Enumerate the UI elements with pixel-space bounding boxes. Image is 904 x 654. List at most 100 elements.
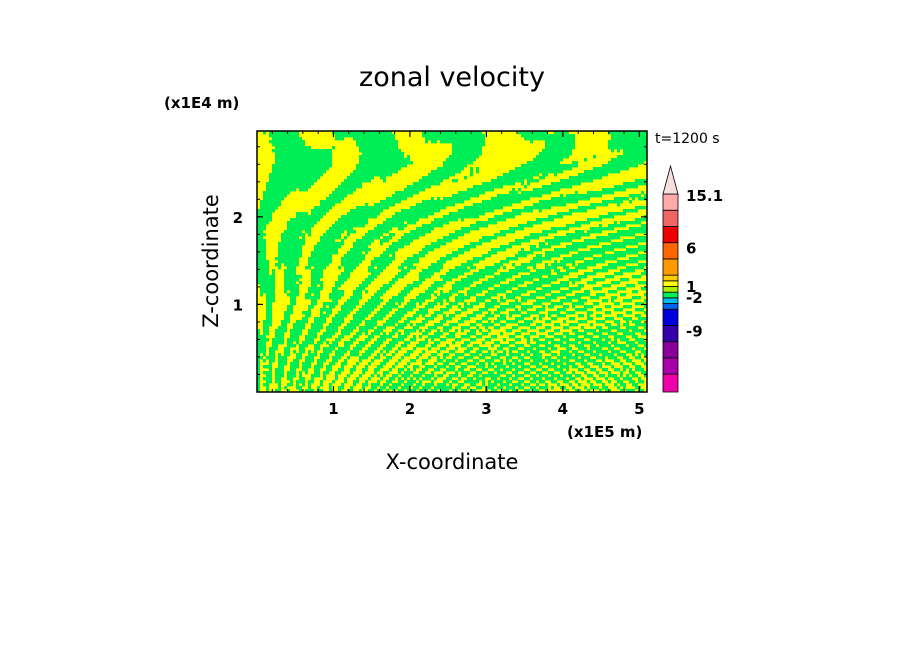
field-cell: [275, 161, 332, 165]
field-cell: [341, 383, 344, 387]
field-cell: [356, 140, 398, 144]
field-cell: [335, 374, 338, 378]
field-cell: [443, 215, 479, 219]
field-cell: [311, 278, 320, 282]
field-cell: [635, 365, 641, 369]
field-cell: [482, 341, 485, 345]
field-cell: [374, 341, 383, 345]
field-cell: [263, 371, 272, 375]
field-cell: [338, 389, 341, 393]
field-cell: [515, 254, 527, 258]
field-cell: [521, 329, 527, 333]
field-cell: [563, 332, 569, 336]
field-cell: [302, 365, 311, 369]
field-cell: [323, 233, 341, 237]
field-cell: [257, 221, 269, 225]
field-cell: [584, 239, 611, 243]
field-cell: [503, 389, 509, 393]
field-cell: [458, 209, 494, 213]
field-cell: [476, 167, 479, 171]
field-cell: [548, 371, 554, 375]
field-cell: [518, 188, 521, 192]
field-cell: [539, 176, 545, 180]
field-cell: [326, 329, 338, 333]
field-cell: [431, 371, 434, 375]
field-cell: [599, 344, 611, 348]
field-cell: [626, 389, 635, 393]
field-cell: [434, 341, 440, 345]
field-cell: [584, 329, 596, 333]
field-cell: [284, 317, 290, 321]
field-cell: [515, 167, 572, 171]
field-cell: [308, 353, 317, 357]
field-cell: [341, 182, 362, 186]
field-cell: [263, 194, 287, 198]
field-cell: [455, 338, 461, 342]
field-cell: [305, 338, 314, 342]
field-cell: [620, 347, 632, 351]
field-cell: [608, 224, 626, 228]
field-cell: [290, 368, 296, 372]
field-cell: [536, 290, 551, 294]
field-cell: [539, 314, 545, 318]
field-cell: [500, 377, 509, 381]
field-cell: [329, 194, 347, 198]
field-cell: [290, 332, 302, 336]
field-cell: [467, 347, 473, 351]
field-cell: [464, 350, 470, 354]
field-cell: [320, 200, 341, 204]
field-cell: [383, 251, 395, 255]
field-cell: [551, 386, 554, 390]
colorbar-label: 6: [686, 240, 696, 258]
field-cell: [257, 347, 266, 351]
field-cell: [353, 335, 359, 339]
field-cell: [257, 212, 272, 216]
field-cell: [479, 239, 491, 243]
field-cell: [320, 284, 323, 288]
field-cell: [548, 314, 551, 318]
field-cell: [296, 341, 299, 345]
field-cell: [356, 311, 371, 315]
field-cell: [614, 272, 623, 276]
field-cell: [362, 386, 365, 390]
field-cell: [311, 377, 314, 381]
field-cell: [407, 266, 416, 270]
field-cell: [563, 326, 569, 330]
field-cell: [374, 368, 380, 372]
field-cell: [464, 380, 479, 384]
field-cell: [617, 155, 647, 159]
field-cell: [464, 341, 470, 345]
field-cell: [257, 356, 263, 360]
field-cell: [257, 344, 266, 348]
field-cell: [635, 368, 644, 372]
field-cell: [314, 266, 326, 270]
field-cell: [377, 311, 389, 315]
field-cell: [506, 257, 518, 261]
field-cell: [284, 347, 290, 351]
field-cell: [272, 272, 275, 276]
field-cell: [509, 311, 521, 315]
field-cell: [353, 293, 362, 297]
field-cell: [437, 350, 440, 354]
field-cell: [386, 218, 419, 222]
field-cell: [287, 293, 299, 297]
field-cell: [629, 344, 638, 348]
field-cell: [308, 260, 332, 264]
field-cell: [422, 359, 428, 363]
field-cell: [398, 323, 407, 327]
field-cell: [344, 179, 371, 183]
field-cell: [536, 323, 542, 327]
field-cell: [575, 266, 587, 270]
field-cell: [404, 383, 413, 387]
field-cell: [272, 164, 332, 168]
field-cell: [380, 350, 383, 354]
field-cell: [275, 335, 284, 339]
field-cell: [422, 362, 425, 366]
field-cell: [545, 140, 575, 144]
field-cell: [560, 179, 593, 183]
field-cell: [371, 359, 374, 363]
field-cell: [344, 344, 350, 348]
field-cell: [413, 365, 419, 369]
field-cell: [488, 380, 491, 384]
